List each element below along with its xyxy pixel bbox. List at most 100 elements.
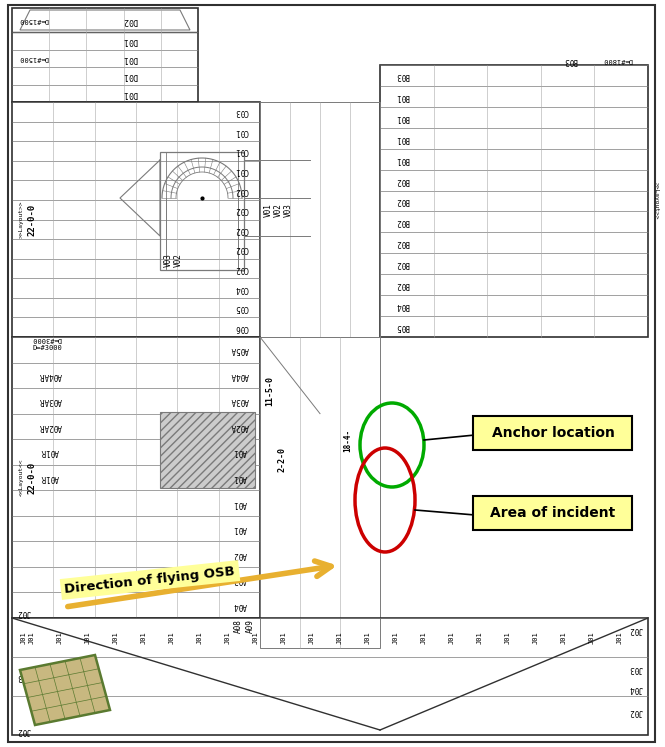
Text: J01: J01 xyxy=(561,631,567,644)
Text: V02: V02 xyxy=(174,253,182,267)
Text: J01: J01 xyxy=(393,631,399,644)
Text: 22-0-0: 22-0-0 xyxy=(27,203,37,235)
Text: A01: A01 xyxy=(233,473,247,482)
Text: B02: B02 xyxy=(395,176,409,185)
Text: C02: C02 xyxy=(235,185,249,195)
Text: B04: B04 xyxy=(395,301,409,310)
Text: C05: C05 xyxy=(235,303,249,312)
Text: J01: J01 xyxy=(197,631,203,644)
Text: D02: D02 xyxy=(122,16,138,25)
Text: J01: J01 xyxy=(505,631,511,644)
Text: 2-2-0: 2-2-0 xyxy=(277,447,287,473)
Text: J01: J01 xyxy=(169,631,175,644)
Bar xyxy=(380,65,648,337)
Text: >>Layout>>: >>Layout>> xyxy=(654,182,658,220)
Bar xyxy=(160,412,255,488)
Text: Area of incident: Area of incident xyxy=(490,506,616,520)
Text: 22-0-0: 22-0-0 xyxy=(27,462,37,494)
Text: C01: C01 xyxy=(235,166,249,175)
Text: D=#3000: D=#3000 xyxy=(32,336,62,342)
Text: A05A: A05A xyxy=(231,345,249,354)
Text: J02: J02 xyxy=(629,707,643,716)
Text: J01: J01 xyxy=(589,631,595,644)
Text: D=#1500: D=#1500 xyxy=(19,55,49,61)
Text: A09: A09 xyxy=(245,619,255,633)
Text: Direction of flying OSB: Direction of flying OSB xyxy=(64,565,236,595)
Text: A02A: A02A xyxy=(231,422,249,431)
Text: J01: J01 xyxy=(477,631,483,644)
Text: D01: D01 xyxy=(122,54,138,63)
Text: J01: J01 xyxy=(113,631,119,644)
Text: J01: J01 xyxy=(421,631,427,644)
Text: B03: B03 xyxy=(563,55,577,64)
Text: A04: A04 xyxy=(233,601,247,610)
Text: A04A: A04A xyxy=(231,371,249,379)
Text: B01: B01 xyxy=(395,155,409,164)
Bar xyxy=(12,8,198,102)
Text: C04: C04 xyxy=(235,284,249,293)
Text: D=#1800: D=#1800 xyxy=(603,57,633,63)
Text: C03: C03 xyxy=(235,108,249,117)
Text: J01: J01 xyxy=(141,631,147,644)
Text: A01: A01 xyxy=(233,447,247,456)
Text: A08: A08 xyxy=(233,619,243,633)
Text: A02AR: A02AR xyxy=(39,422,62,431)
Text: A01: A01 xyxy=(233,498,247,507)
Text: J04: J04 xyxy=(629,684,643,692)
Text: D01: D01 xyxy=(122,89,138,98)
Text: D01: D01 xyxy=(122,37,138,46)
Text: A03: A03 xyxy=(233,575,247,584)
Text: >>Layout>>: >>Layout>> xyxy=(19,201,23,238)
Text: A01R: A01R xyxy=(41,473,59,482)
Text: A01R: A01R xyxy=(41,447,59,456)
Text: J01: J01 xyxy=(281,631,287,644)
Text: 32-0-0: 32-0-0 xyxy=(662,185,665,217)
Text: B01: B01 xyxy=(395,92,409,101)
Text: D=#3000: D=#3000 xyxy=(32,345,62,351)
Text: V02: V02 xyxy=(273,203,283,217)
Bar xyxy=(260,337,380,648)
Text: B05: B05 xyxy=(395,322,409,331)
Text: B02: B02 xyxy=(395,217,409,226)
Text: Anchor location: Anchor location xyxy=(491,426,614,440)
Bar xyxy=(12,102,260,337)
Bar xyxy=(160,152,244,270)
Text: J02: J02 xyxy=(17,609,31,618)
Text: 18-4-: 18-4- xyxy=(344,429,352,452)
Text: J02: J02 xyxy=(629,625,643,634)
Text: C01: C01 xyxy=(235,127,249,136)
Text: B02: B02 xyxy=(395,280,409,289)
Text: A03AR: A03AR xyxy=(39,397,62,406)
Text: C02: C02 xyxy=(235,264,249,273)
Text: J02: J02 xyxy=(17,725,31,734)
Text: J01: J01 xyxy=(337,631,343,644)
Text: J01: J01 xyxy=(617,631,623,644)
Bar xyxy=(12,337,260,618)
Text: J01: J01 xyxy=(29,631,35,644)
Text: D=#1500: D=#1500 xyxy=(19,17,49,23)
Text: J01: J01 xyxy=(365,631,371,644)
Text: A03A: A03A xyxy=(231,397,249,406)
Text: J03: J03 xyxy=(629,664,643,673)
Text: D01: D01 xyxy=(122,71,138,80)
Text: A01: A01 xyxy=(233,524,247,533)
Text: C01: C01 xyxy=(235,146,249,155)
Bar xyxy=(12,618,648,735)
Text: 11-5-0: 11-5-0 xyxy=(265,376,275,406)
Text: C02: C02 xyxy=(235,225,249,234)
Text: V03: V03 xyxy=(283,203,293,217)
Text: J01: J01 xyxy=(57,631,63,644)
Text: J03: J03 xyxy=(17,672,31,681)
Text: B02: B02 xyxy=(395,196,409,205)
Text: B02: B02 xyxy=(395,238,409,247)
Text: <<Layout<<: <<Layout<< xyxy=(19,459,23,496)
Text: J01: J01 xyxy=(533,631,539,644)
Text: V03: V03 xyxy=(164,253,172,267)
Text: J01: J01 xyxy=(21,631,27,644)
Text: J01: J01 xyxy=(85,631,91,644)
Text: V01: V01 xyxy=(263,203,273,217)
Text: J01: J01 xyxy=(253,631,259,644)
Text: J01: J01 xyxy=(449,631,455,644)
Text: A04AR: A04AR xyxy=(39,371,62,379)
Text: A02: A02 xyxy=(233,550,247,559)
